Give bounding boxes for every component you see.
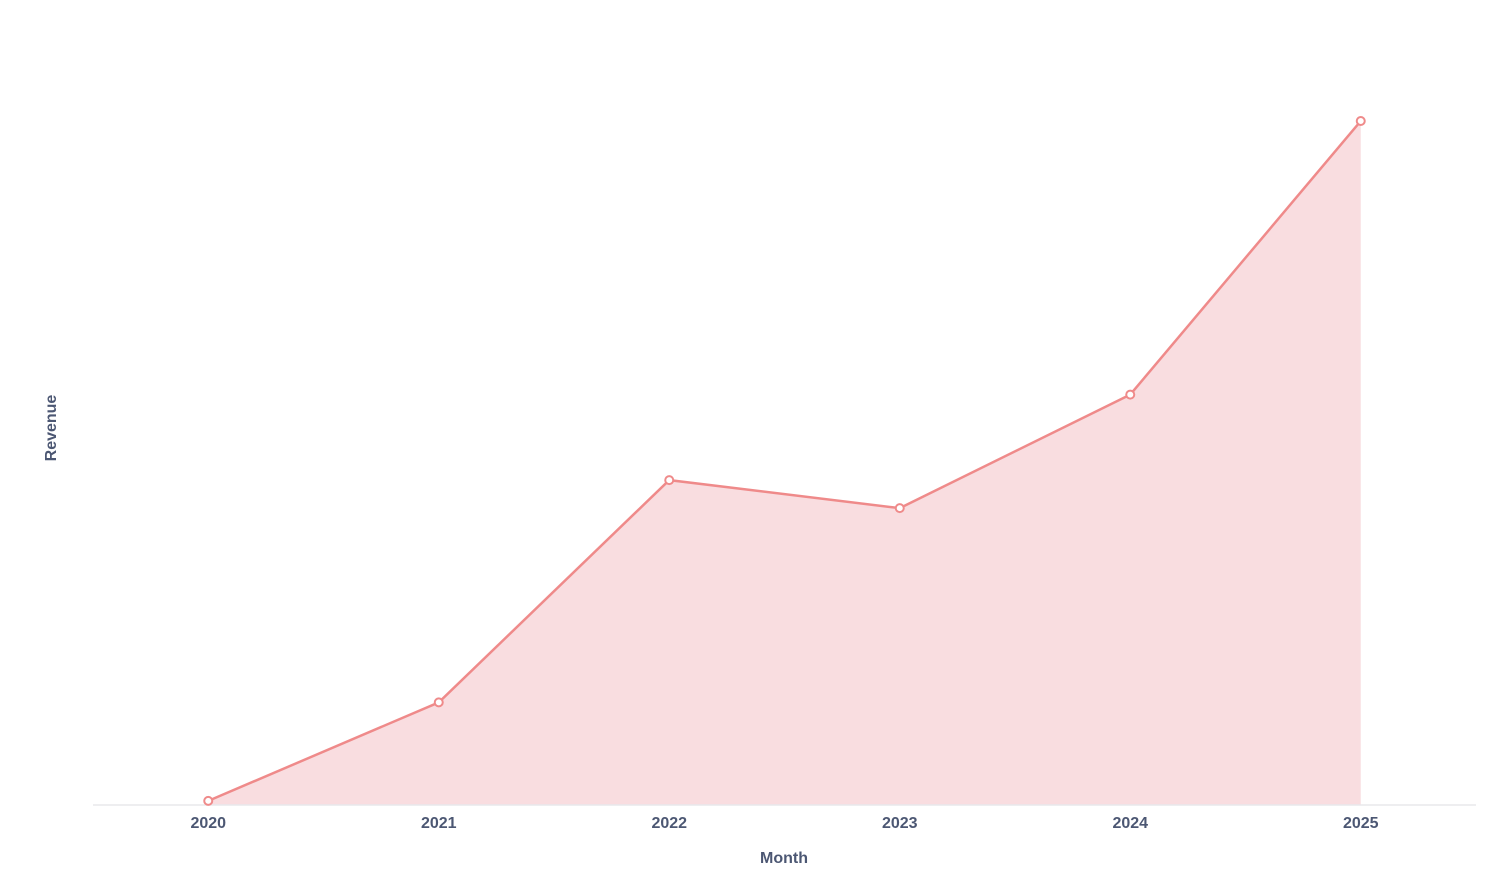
x-axis-label: Month	[760, 850, 808, 867]
point	[1355, 116, 1366, 126]
point	[664, 475, 675, 486]
x-tick-label: 2022	[651, 815, 687, 832]
point	[433, 697, 444, 708]
point	[1125, 389, 1136, 400]
x-tick-label: 2025	[1343, 815, 1379, 832]
y-axis-label: Revenue	[43, 395, 60, 462]
x-tick-label: 2021	[421, 815, 457, 832]
area-fill	[208, 121, 1361, 805]
line	[207, 120, 1362, 803]
x-tick-label: 2020	[190, 815, 226, 832]
point	[203, 795, 214, 806]
x-tick-label: 2023	[882, 815, 918, 832]
point	[894, 503, 905, 514]
x-tick-label: 2024	[1112, 815, 1148, 832]
